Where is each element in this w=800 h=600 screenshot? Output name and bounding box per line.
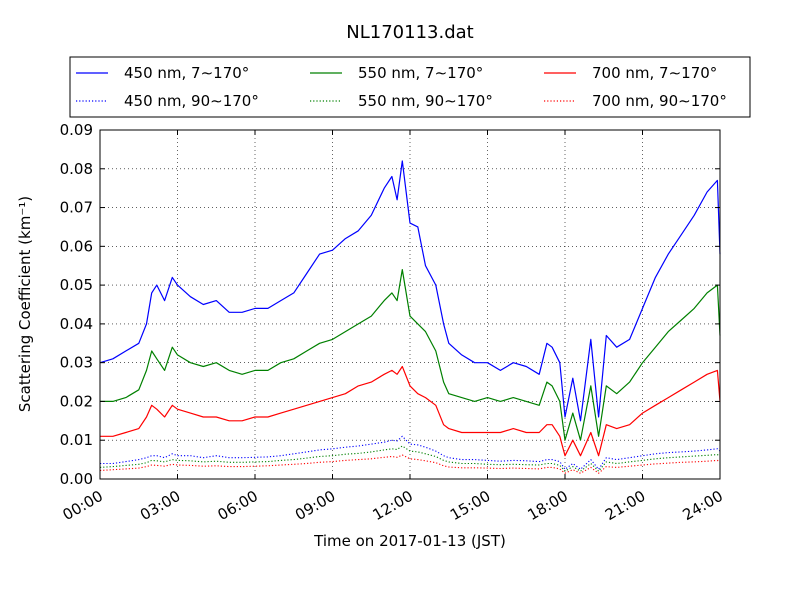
x-tick-label: 18:00 [525, 487, 571, 524]
grid [99, 129, 721, 480]
y-tick-label: 0.03 [60, 354, 93, 372]
y-tick-label: 0.06 [60, 237, 93, 255]
legend-label: 700 nm, 90∼170° [592, 92, 727, 110]
legend-label: 550 nm, 90∼170° [358, 92, 493, 110]
x-tick-label: 21:00 [602, 487, 648, 524]
series-line-5 [99, 454, 721, 474]
x-tick-label: 24:00 [680, 487, 726, 524]
legend-label: 700 nm, 7∼170° [592, 64, 717, 82]
series-line-3 [100, 435, 721, 470]
y-tick-label: 0.02 [60, 392, 93, 410]
chart-title: NL170113.dat [346, 22, 473, 43]
series-line-4 [99, 445, 721, 472]
legend-label: 450 nm, 7∼170° [124, 64, 249, 82]
x-tick-label: 15:00 [447, 487, 493, 524]
plot-lines [99, 160, 721, 474]
x-tick-label: 03:00 [137, 487, 183, 524]
series-line-1 [100, 269, 721, 441]
y-tick-label: 0.01 [60, 431, 93, 449]
y-tick-label: 0.00 [60, 470, 93, 488]
y-tick-label: 0.09 [60, 121, 93, 139]
y-axis-title: Scattering Coefficient (km⁻¹) [16, 196, 34, 412]
x-tick-label: 06:00 [215, 487, 261, 524]
x-axis-title: Time on 2017-01-13 (JST) [313, 532, 506, 550]
y-tick-label: 0.08 [60, 160, 93, 178]
series-line-2 [100, 365, 721, 457]
x-tick-label: 12:00 [370, 487, 416, 524]
series-line-0 [99, 160, 721, 422]
x-tick-label: 09:00 [292, 487, 338, 524]
y-tick-label: 0.05 [60, 276, 93, 294]
y-tick-label: 0.07 [60, 199, 93, 217]
y-tick-label: 0.04 [60, 315, 93, 333]
legend: 450 nm, 7∼170° 550 nm, 7∼170° 700 nm, 7∼17… [69, 56, 751, 118]
legend-box [69, 56, 751, 118]
legend-label: 450 nm, 90∼170° [124, 92, 259, 110]
legend-label: 550 nm, 7∼170° [358, 64, 483, 82]
x-tick-label: 00:00 [60, 487, 106, 524]
